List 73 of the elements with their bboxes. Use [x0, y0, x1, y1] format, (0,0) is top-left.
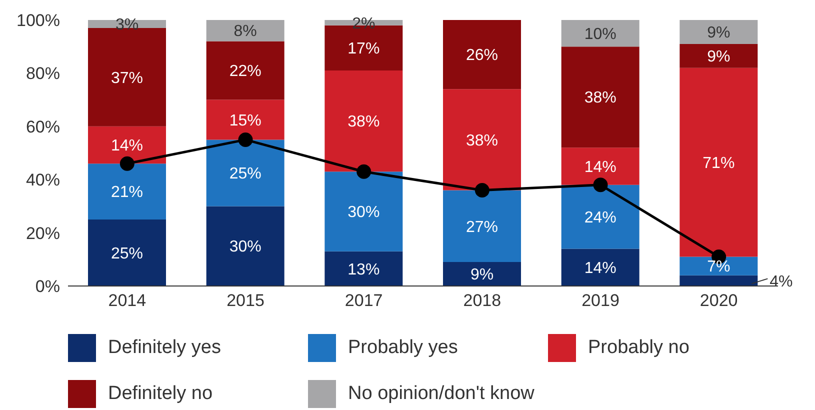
x-tick-label: 2020	[700, 291, 738, 310]
data-label: 30%	[229, 238, 262, 256]
point	[593, 178, 608, 192]
data-label: 14%	[584, 260, 616, 277]
legend-label: Definitely no	[108, 383, 213, 405]
data-label: 13%	[348, 261, 380, 278]
bar	[680, 275, 758, 286]
point	[120, 156, 134, 171]
bar	[561, 46, 640, 148]
point	[238, 132, 253, 147]
data-label: 27%	[466, 218, 498, 236]
x-tick-label: 2014	[108, 291, 146, 310]
bar	[561, 248, 640, 286]
legend-label: Definitely yes	[108, 337, 221, 359]
x-tick-label: 2017	[344, 291, 383, 310]
data-label: 38%	[466, 132, 498, 150]
y-tick-label: 20%	[26, 224, 60, 243]
bar	[206, 41, 284, 100]
y-tick-label: 60%	[26, 117, 60, 136]
data-label: 4%	[770, 273, 793, 290]
legend-label: No opinion/don't know	[348, 383, 534, 405]
data-label: 71%	[702, 154, 735, 172]
data-label: 9%	[470, 266, 494, 284]
y-tick-label: 100%	[16, 11, 60, 30]
bar	[443, 190, 521, 262]
bar	[680, 44, 758, 68]
legend-label: Probably no	[588, 337, 690, 359]
data-label: 14%	[110, 138, 144, 155]
data-label: 10%	[584, 26, 616, 43]
bar	[324, 172, 403, 252]
data-label: 38%	[348, 114, 380, 131]
legend-label: Probably yes	[348, 337, 458, 359]
data-label: 15%	[229, 112, 262, 130]
data-label: 30%	[348, 204, 380, 222]
bar	[206, 20, 284, 42]
data-label: 26%	[466, 47, 498, 64]
data-label: 24%	[584, 209, 616, 226]
bar	[88, 164, 166, 220]
point	[474, 182, 490, 198]
bar	[206, 206, 284, 286]
data-label: 14%	[584, 158, 616, 176]
x-tick-label: 2015	[226, 291, 264, 310]
bar	[680, 256, 758, 276]
data-label: 25%	[229, 166, 262, 183]
bar	[324, 251, 403, 286]
bar	[680, 20, 758, 44]
data-label: 22%	[229, 63, 262, 80]
data-label: 8%	[234, 23, 257, 40]
data-label: 37%	[110, 70, 144, 87]
bar	[561, 184, 640, 249]
bar	[324, 70, 403, 172]
data-label: 38%	[584, 90, 616, 107]
x-tick-label: 2018	[463, 291, 502, 310]
data-label: 21%	[110, 184, 144, 202]
bar	[680, 68, 758, 257]
bar	[561, 20, 640, 47]
data-label: 17%	[348, 40, 380, 58]
x-tick-label: 2019	[582, 291, 620, 310]
y-tick-label: 80%	[26, 64, 60, 84]
point	[356, 164, 372, 179]
bar	[206, 140, 284, 206]
bar	[443, 20, 521, 90]
bar	[561, 148, 640, 185]
data-label: 9%	[707, 24, 730, 42]
y-tick-label: 0%	[35, 277, 60, 296]
y-tick-label: 40%	[26, 170, 60, 190]
bar	[88, 220, 166, 286]
bar	[443, 89, 521, 190]
bar	[443, 262, 521, 286]
bar	[206, 100, 284, 140]
data-label: 9%	[707, 48, 730, 66]
data-label: 25%	[110, 245, 144, 262]
data-label: 7%	[707, 258, 730, 276]
